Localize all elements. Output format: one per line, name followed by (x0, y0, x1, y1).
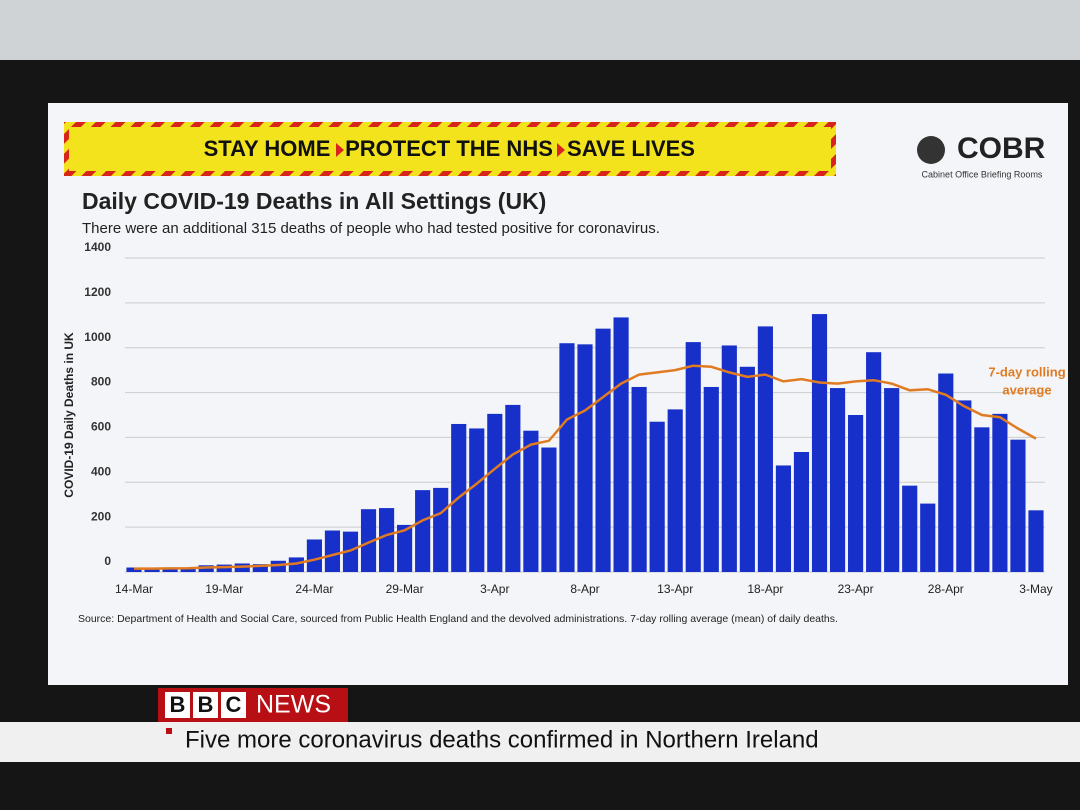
x-tick-label: 29-Mar (386, 582, 424, 596)
rolling-average-line (134, 364, 1037, 570)
y-tick-label: 800 (91, 375, 111, 389)
banner (69, 127, 831, 171)
bar (595, 328, 611, 572)
bar (703, 386, 719, 572)
bar (649, 421, 665, 572)
bar (433, 487, 449, 572)
bbc-block (221, 692, 246, 718)
bar (848, 415, 864, 572)
bar (1028, 510, 1044, 572)
ticker-bar (0, 722, 1080, 762)
x-tick-label: 8-Apr (570, 582, 599, 596)
logo: COBR (957, 132, 1046, 165)
bar (667, 409, 683, 572)
bbc-block (165, 692, 190, 718)
bar (739, 366, 755, 572)
bar (541, 447, 557, 572)
bar (505, 404, 521, 572)
y-tick-label: 200 (91, 509, 111, 523)
bar (378, 508, 395, 572)
bar (884, 388, 900, 572)
bar (360, 509, 377, 572)
bar (866, 352, 882, 572)
y-tick-label: 1400 (84, 240, 111, 254)
bar (559, 343, 575, 572)
ticker-bullet (166, 728, 172, 734)
bar (793, 452, 810, 572)
x-tick-label: 3-May (1019, 582, 1052, 596)
bar (811, 314, 828, 572)
line-annotation: average (1002, 382, 1051, 397)
wall (0, 0, 1080, 60)
banner-text: STAY HOME (204, 136, 331, 161)
line-annotation: 7-day rolling (988, 364, 1065, 379)
bar (487, 413, 503, 572)
bar (613, 317, 629, 572)
chart-title: Daily COVID-19 Deaths in All Settings (U… (82, 188, 546, 214)
banner-arrow (557, 143, 565, 157)
y-tick-label: 600 (91, 420, 111, 434)
bar (162, 568, 178, 572)
bar (324, 530, 341, 572)
bar (956, 400, 972, 572)
bar (342, 531, 359, 572)
bar (631, 386, 647, 572)
banner-text: PROTECT THE NHS (345, 136, 553, 161)
chart-subtitle: There were an additional 315 deaths of p… (82, 220, 660, 237)
y-axis-label: COVID-19 Daily Deaths in UK (62, 332, 76, 498)
bar (397, 524, 413, 572)
source: Source: Department of Health and Social … (78, 613, 838, 625)
y-tick-label: 1000 (84, 330, 111, 344)
bar (721, 345, 737, 572)
y-tick-label: 400 (91, 464, 111, 478)
bar (469, 428, 485, 572)
bar (415, 490, 431, 572)
bar (306, 539, 322, 572)
ticker: Five more coronavirus deaths confirmed i… (185, 726, 819, 753)
logo-caption: Cabinet Office Briefing Rooms (922, 169, 1043, 179)
bar (577, 344, 593, 572)
crest (917, 136, 945, 164)
x-tick-label: 28-Apr (928, 582, 964, 596)
bar (270, 560, 286, 572)
x-tick-label: 18-Apr (747, 582, 783, 596)
news-channel: NEWS (256, 691, 331, 719)
bar (775, 465, 792, 572)
x-tick-label: 3-Apr (480, 582, 509, 596)
bbc-letter: B (198, 692, 214, 717)
bar (829, 388, 846, 572)
bar (992, 413, 1008, 572)
bar (938, 373, 954, 572)
banner-text: SAVE LIVES (567, 136, 695, 161)
x-tick-label: 24-Mar (295, 582, 333, 596)
bar (685, 342, 701, 572)
bbc-letter: C (226, 692, 242, 717)
bar (523, 430, 539, 572)
bar (144, 568, 160, 572)
bar (1010, 439, 1026, 572)
y-tick-label: 1200 (84, 285, 111, 299)
bar (180, 567, 196, 572)
x-tick-label: 14-Mar (115, 582, 153, 596)
bar (920, 503, 936, 572)
x-tick-label: 13-Apr (657, 582, 693, 596)
bbc-block (193, 692, 218, 718)
bar (974, 427, 990, 572)
banner-arrow (336, 143, 344, 157)
bar (902, 485, 918, 572)
bbc-letter: B (170, 692, 186, 717)
x-tick-label: 19-Mar (205, 582, 243, 596)
bar (757, 326, 773, 572)
bar (252, 564, 268, 572)
x-tick-label: 23-Apr (838, 582, 874, 596)
y-tick-label: 0 (104, 554, 111, 568)
